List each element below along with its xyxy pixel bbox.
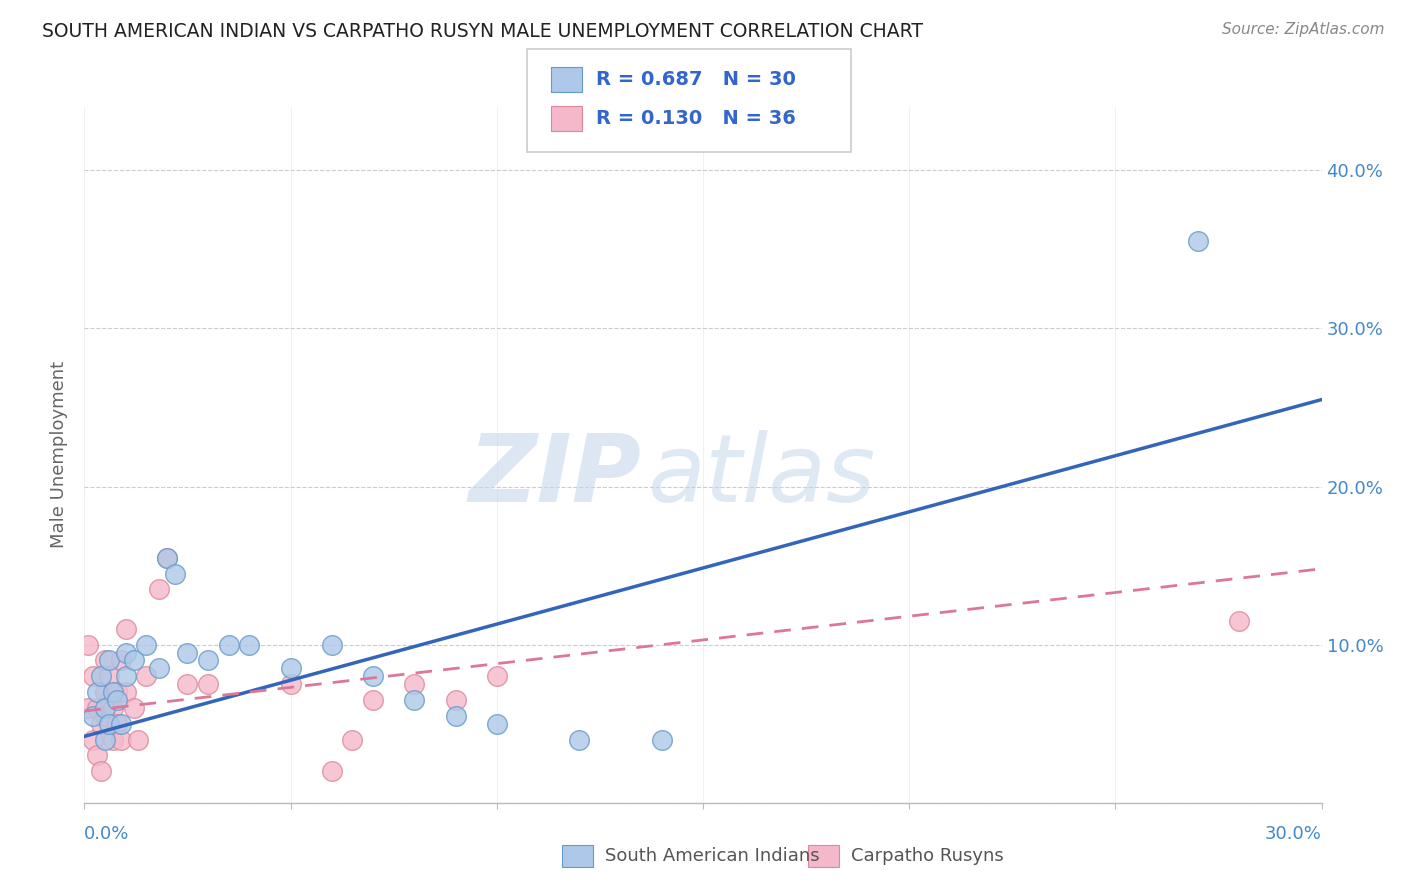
Text: Carpatho Rusyns: Carpatho Rusyns [851,847,1004,865]
Point [110,653,132,667]
Point [90,716,112,731]
Point [110,716,132,731]
Point [148,661,170,675]
Point [77,701,100,715]
Point [94,653,117,667]
Point [114,622,136,636]
Point [114,685,136,699]
Point [98,669,121,683]
Text: R = 0.130   N = 36: R = 0.130 N = 36 [596,109,796,128]
Text: ZIP: ZIP [468,430,641,522]
Point [342,732,364,747]
Point [1227,614,1250,628]
Point [651,732,673,747]
Point [98,653,121,667]
Point [90,669,112,683]
Point [114,669,136,683]
Point [98,716,121,731]
Point [280,677,302,691]
Text: atlas: atlas [647,430,876,521]
Point [165,566,187,581]
Point [197,677,219,691]
Text: R = 0.687   N = 30: R = 0.687 N = 30 [596,70,796,89]
Point [77,638,100,652]
Point [156,550,179,565]
Point [98,693,121,707]
Point [176,646,198,660]
Point [105,693,128,707]
Point [404,677,426,691]
Point [568,732,591,747]
Point [238,638,260,652]
Text: Source: ZipAtlas.com: Source: ZipAtlas.com [1222,22,1385,37]
Point [444,693,467,707]
Point [94,701,117,715]
Point [94,685,117,699]
Point [86,685,108,699]
Point [94,732,117,747]
Point [197,653,219,667]
Point [404,693,426,707]
Point [105,716,128,731]
Point [218,638,240,652]
Point [156,550,179,565]
Point [82,708,104,723]
Point [361,693,384,707]
Point [148,582,170,597]
Point [82,732,104,747]
Point [1187,235,1209,249]
Point [110,732,132,747]
Text: 30.0%: 30.0% [1265,825,1322,843]
Point [103,732,125,747]
Point [485,716,508,731]
Point [90,764,112,779]
Point [485,669,508,683]
Point [114,646,136,660]
Point [122,653,145,667]
Point [82,669,104,683]
Point [103,685,125,699]
Point [321,638,343,652]
Point [280,661,302,675]
Point [176,677,198,691]
Text: SOUTH AMERICAN INDIAN VS CARPATHO RUSYN MALE UNEMPLOYMENT CORRELATION CHART: SOUTH AMERICAN INDIAN VS CARPATHO RUSYN … [42,22,924,41]
Text: 0.0%: 0.0% [84,825,129,843]
Point [361,669,384,683]
Point [127,732,149,747]
Point [94,708,117,723]
Point [135,638,157,652]
Point [86,748,108,763]
Point [321,764,343,779]
Y-axis label: Male Unemployment: Male Unemployment [49,361,67,549]
Point [444,708,467,723]
Point [122,701,145,715]
Point [103,701,125,715]
Point [105,685,128,699]
Point [86,701,108,715]
Point [135,669,157,683]
Text: South American Indians: South American Indians [605,847,820,865]
